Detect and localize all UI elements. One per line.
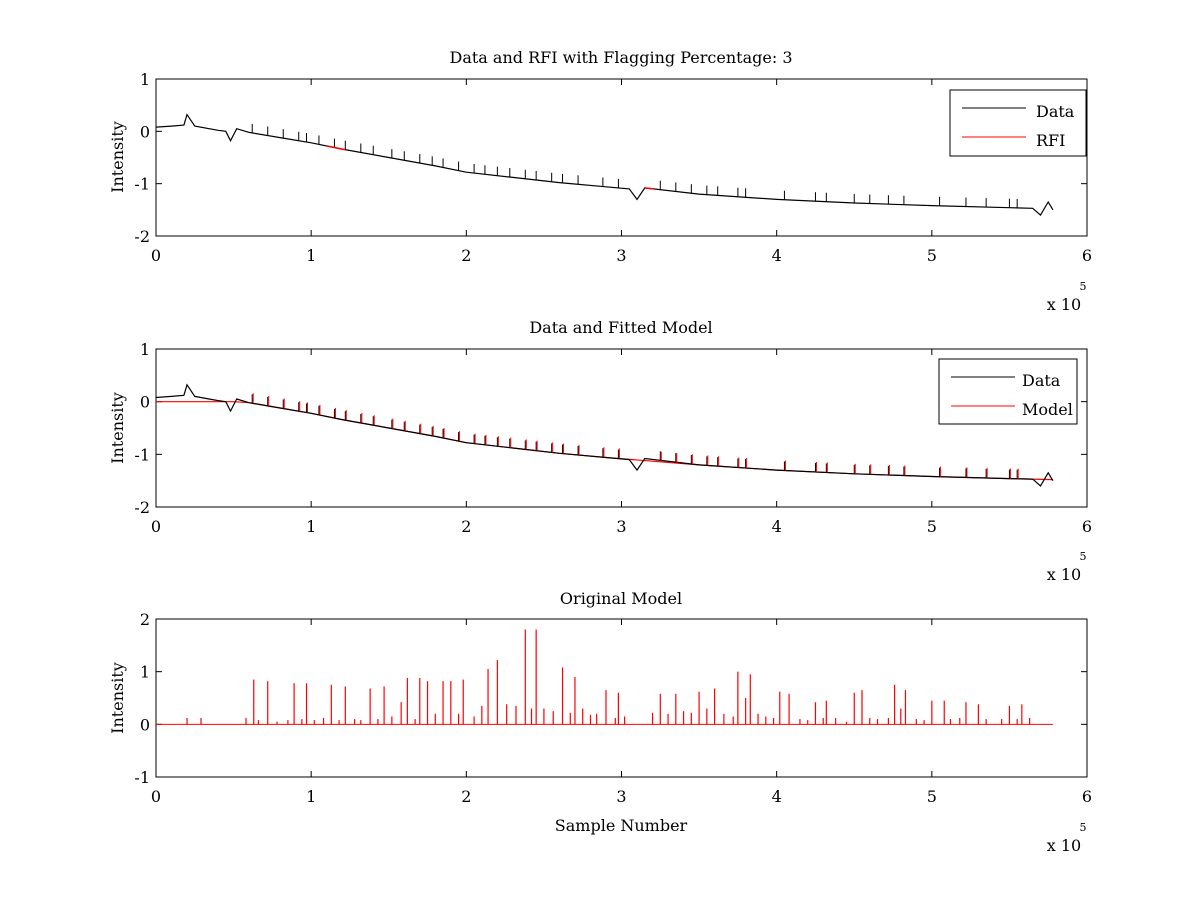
x-tick-label: 4 [772, 517, 782, 536]
x-tick-label: 5 [927, 246, 937, 265]
panel-1-x-multiplier: x 10 [1047, 295, 1081, 314]
y-tick-label: 2 [140, 610, 150, 629]
panel-data-model: Data and Fitted Model Intensity 0 1 2 3 4 5 6 -… [108, 318, 1092, 584]
series-rfi-segment [326, 145, 346, 151]
x-tick-label: 6 [1082, 517, 1092, 536]
panel-2-ylabel: Intensity [108, 392, 127, 464]
y-tick-label: 0 [140, 122, 150, 141]
panel-3-x-exponent: 5 [1080, 821, 1087, 834]
x-tick-label: 2 [461, 787, 471, 806]
y-tick-label: 0 [140, 715, 150, 734]
x-tick-label: 1 [306, 246, 316, 265]
y-tick-label: -1 [134, 175, 150, 194]
panel-data-rfi: Data and RFI with Flagging Percentage: 3… [108, 48, 1092, 314]
panel-3-title: Original Model [560, 589, 682, 608]
panel-1-x-exponent: 5 [1080, 280, 1087, 293]
x-tick-label: 1 [306, 787, 316, 806]
x-tick-label: 3 [616, 517, 626, 536]
y-tick-label: 1 [140, 340, 150, 359]
panel-3-xlabel: Sample Number [555, 816, 688, 835]
x-tick-label: 0 [151, 246, 161, 265]
x-tick-label: 4 [772, 246, 782, 265]
y-tick-label: 1 [140, 70, 150, 89]
series-data-line [155, 113, 1054, 217]
panel-3-ylabel: Intensity [108, 662, 127, 734]
x-tick-label: 6 [1082, 787, 1092, 806]
y-tick-label: -2 [134, 227, 150, 246]
series-data-line [155, 383, 1054, 487]
panel-2-legend: Data Model [938, 358, 1078, 425]
x-tick-label: 6 [1082, 246, 1092, 265]
legend-box [938, 358, 1078, 425]
x-tick-label: 2 [461, 246, 471, 265]
x-tick-label: 0 [151, 787, 161, 806]
panel-2-title: Data and Fitted Model [529, 318, 712, 337]
panel-2-plot-area: 0 1 2 3 4 5 6 -2 -1 0 1 [134, 340, 1092, 536]
x-tick-label: 4 [772, 787, 782, 806]
x-tick-label: 3 [616, 787, 626, 806]
series-rfi-segment [644, 187, 655, 190]
y-tick-label: 1 [140, 663, 150, 682]
panel-1-legend: Data RFI [949, 89, 1087, 157]
x-tick-label: 1 [306, 517, 316, 536]
x-tick-label: 0 [151, 517, 161, 536]
x-tick-label: 5 [927, 787, 937, 806]
panel-1-ylabel: Intensity [108, 121, 127, 193]
x-tick-label: 2 [461, 517, 471, 536]
panel-2-x-exponent: 5 [1080, 550, 1087, 563]
legend-box [949, 89, 1087, 157]
panel-1-title: Data and RFI with Flagging Percentage: 3 [449, 48, 792, 67]
legend-label-rfi: RFI [1036, 131, 1065, 150]
legend-label-data: Data [1022, 371, 1061, 390]
panel-1-plot-area: 0 1 2 3 4 5 6 -2 -1 0 1 [134, 70, 1092, 265]
legend-label-data: Data [1036, 102, 1075, 121]
y-tick-label: -1 [134, 768, 150, 787]
y-tick-label: -1 [134, 445, 150, 464]
legend-label-model: Model [1022, 400, 1073, 419]
y-tick-label: 0 [140, 393, 150, 412]
panel-2-x-multiplier: x 10 [1047, 565, 1081, 584]
x-tick-label: 3 [616, 246, 626, 265]
x-tick-label: 5 [927, 517, 937, 536]
y-tick-label: -2 [134, 498, 150, 517]
panel-3-x-multiplier: x 10 [1047, 836, 1081, 855]
